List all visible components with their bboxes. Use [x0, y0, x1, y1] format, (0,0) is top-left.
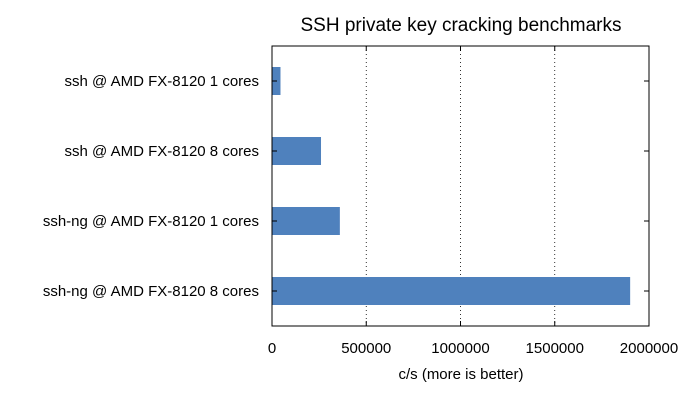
x-tick-labels: 0 500000 1000000 1500000 2000000	[268, 340, 678, 357]
category-label-0: ssh @ AMD FX-8120 1 cores	[65, 73, 259, 90]
category-labels: ssh @ AMD FX-8120 1 cores ssh @ AMD FX-81…	[43, 73, 259, 300]
chart-title: SSH private key cracking benchmarks	[300, 15, 621, 36]
category-label-2: ssh-ng @ AMD FX-8120 1 cores	[43, 213, 259, 230]
grid-lines	[365, 46, 556, 326]
category-label-1: ssh @ AMD FX-8120 8 cores	[65, 143, 259, 160]
bar-1	[272, 137, 322, 165]
category-label-3: ssh-ng @ AMD FX-8120 8 cores	[43, 283, 259, 300]
bars	[272, 67, 631, 305]
bar-2	[272, 207, 340, 235]
tick-marks	[271, 46, 650, 326]
x-axis-label: c/s (more is better)	[398, 366, 523, 383]
x-tick-label-2: 1000000	[431, 340, 489, 357]
x-tick-label-1: 500000	[341, 340, 391, 357]
x-tick-label-4: 2000000	[620, 340, 678, 357]
x-tick-label-0: 0	[268, 340, 276, 357]
x-tick-label-3: 1500000	[526, 340, 584, 357]
bar-3	[272, 277, 631, 305]
